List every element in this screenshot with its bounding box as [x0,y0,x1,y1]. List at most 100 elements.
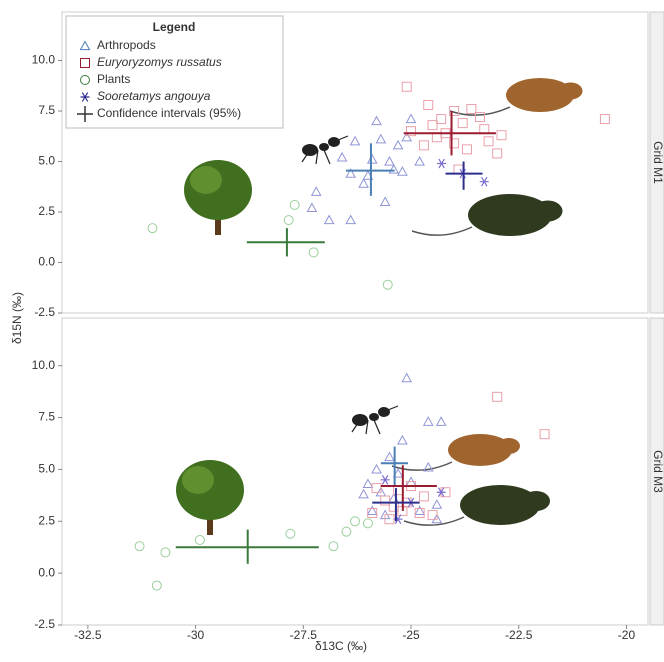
point [392,468,404,478]
rat-body [506,78,574,112]
point [423,99,434,110]
y-tick-label: 0.0 [38,255,55,269]
point [449,105,460,116]
rat-head [558,82,583,100]
point [379,196,391,206]
illustrations [176,405,550,535]
point [362,478,374,489]
point [483,136,494,147]
rat-tail [403,516,465,526]
point [436,114,447,125]
point [328,541,339,552]
point [345,168,357,178]
point [371,115,382,126]
legend-label: Plants [97,72,130,86]
y-tick-label: 10.0 [32,358,56,372]
point [474,112,485,123]
strip-label: Grid M3 [651,450,664,493]
point [80,75,90,85]
point [367,507,378,518]
point [134,541,145,552]
point [418,491,429,502]
point [285,528,296,539]
point [479,176,489,187]
point [406,126,417,137]
point [362,518,373,529]
point [80,58,90,68]
tree-canopy [176,460,244,520]
point [599,114,610,125]
point [310,186,322,196]
point [422,416,434,426]
ant-legs [301,135,349,165]
point [431,499,443,509]
point [380,474,390,485]
x-tick-label: -27.5 [290,628,318,642]
point [401,81,412,92]
point [437,158,447,169]
ant-body [328,137,340,147]
rat-body [468,194,552,236]
point [336,151,348,162]
point [289,199,300,210]
point [401,372,413,383]
point [323,214,335,225]
point [397,166,408,176]
point [147,223,158,234]
rat-body [460,485,540,525]
point [401,131,413,142]
y-tick-label: 5.0 [38,462,55,476]
legend-label: Arthropods [97,38,156,52]
point [539,429,550,440]
point [384,155,395,166]
x-tick-label: -22.5 [505,628,533,642]
point [397,434,408,445]
point [457,118,468,129]
point [414,507,425,518]
point [375,133,387,144]
x-tick-label: -25 [402,628,420,642]
legend-title: Legend [153,20,196,34]
x-tick-label: -32.5 [74,628,102,642]
point [449,138,460,149]
y-tick-label: 2.5 [38,204,55,218]
y-tick-label: 7.5 [38,103,55,117]
point [151,580,162,591]
legend: Legend Arthropods Euryoryzomys russatus Pla… [65,15,284,129]
ant-body [319,143,329,151]
tree-canopy [182,466,214,494]
rat-tail [391,461,453,471]
y-axis-label: δ15N (‰) [10,292,24,344]
point [427,120,438,131]
legend-ci-symbol [77,106,93,122]
point [496,130,507,141]
rat-tail [411,226,473,236]
strip [649,11,664,314]
ant-body [369,413,379,421]
ant-legs [351,405,399,435]
strip-label: Grid M1 [651,141,664,184]
illustrations [184,78,583,236]
point [466,103,477,114]
point [414,505,425,516]
rat-head [533,200,563,222]
y-tick-label: 0.0 [38,565,55,579]
point [366,505,378,516]
y-tick-label: 2.5 [38,513,55,527]
tree-canopy [190,166,222,194]
rat-head [497,438,520,454]
legend-label: Euryoryzomys russatus [97,55,222,69]
point [358,488,369,499]
point [382,279,393,290]
point [388,164,400,174]
rat-tail [449,106,511,116]
x-axis-label: δ13C (‰) [315,639,367,653]
point [371,483,382,494]
point [371,463,382,474]
point [380,495,391,506]
point [160,547,171,558]
y-tick-label: 7.5 [38,410,55,424]
y-tick-label: -2.5 [34,617,55,631]
panel-frame [61,317,649,626]
